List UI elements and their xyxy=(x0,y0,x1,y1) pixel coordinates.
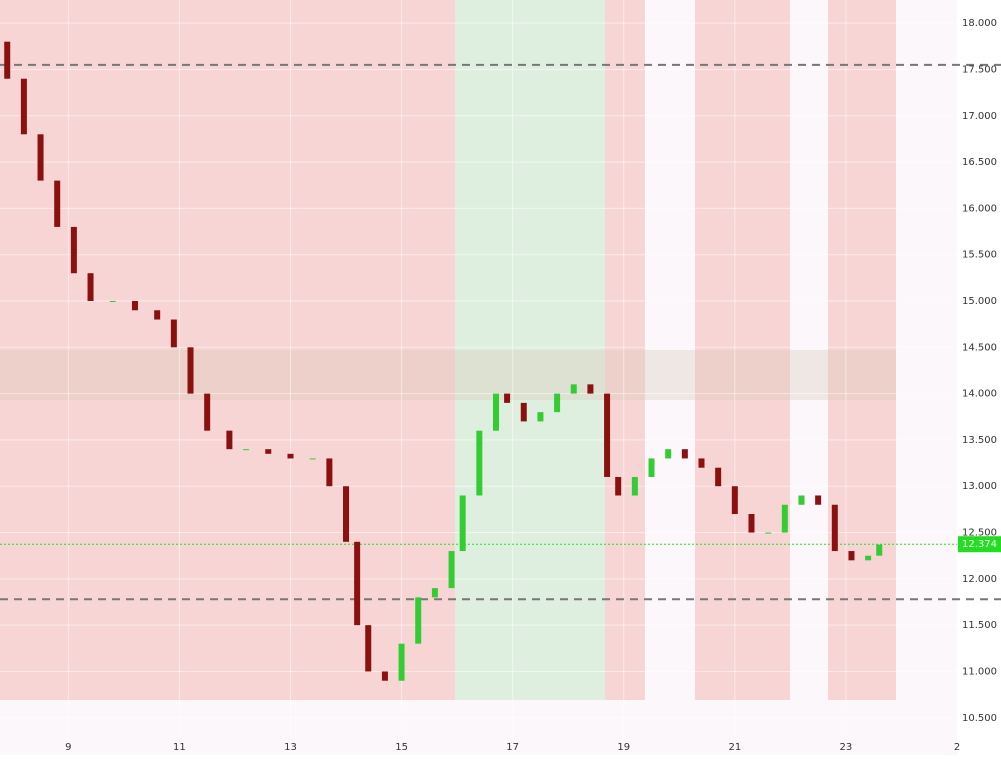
y-tick-label: 12.000 xyxy=(962,574,997,585)
candle-body xyxy=(226,430,233,450)
candle-body xyxy=(476,430,483,496)
candle-body xyxy=(365,625,372,672)
candle-body xyxy=(748,514,755,533)
x-tick-label: 17 xyxy=(506,742,519,753)
candle-body xyxy=(615,476,622,496)
candle-body xyxy=(70,226,77,274)
candle-body xyxy=(587,384,594,394)
candle-body xyxy=(265,449,272,454)
candle-body xyxy=(170,319,177,348)
y-tick-label: 14.500 xyxy=(962,342,997,353)
candle-body xyxy=(54,180,61,227)
x-tick-label: 23 xyxy=(840,742,853,753)
y-tick-label: 17.500 xyxy=(962,64,997,75)
candle-body xyxy=(604,393,611,477)
candle-body xyxy=(343,486,350,542)
price-axis xyxy=(957,0,1001,755)
x-tick-label: 2 xyxy=(954,742,960,753)
bearish-zone xyxy=(828,0,896,700)
candle-body xyxy=(731,486,738,515)
y-tick-label: 15.000 xyxy=(962,296,997,307)
grid xyxy=(0,63,1001,601)
candles xyxy=(4,41,883,681)
candle-body xyxy=(354,541,361,626)
y-tick-label: 14.000 xyxy=(962,389,997,400)
candle-body xyxy=(326,458,333,487)
range-band xyxy=(0,350,896,400)
x-tick-label: 9 xyxy=(65,742,71,753)
bearish-zone xyxy=(695,0,790,700)
candle-body xyxy=(504,393,511,403)
candle-body xyxy=(204,393,211,431)
candle-body xyxy=(492,393,499,431)
y-tick-label: 12.500 xyxy=(962,528,997,539)
candle-body xyxy=(398,643,405,681)
candle-body xyxy=(309,458,316,460)
x-tick-label: 15 xyxy=(395,742,408,753)
candle-body xyxy=(681,449,688,459)
candle-body xyxy=(154,310,161,320)
axis-labels: 10.500 11.000 11.500 12.000 12.500 13.000 13.5… xyxy=(65,18,1001,753)
candle-body xyxy=(87,273,94,302)
candle-body xyxy=(20,78,27,135)
y-tick-label: 15.500 xyxy=(962,250,997,261)
price-label: 12.374 xyxy=(962,539,997,550)
candle-body xyxy=(715,467,722,487)
candle-body xyxy=(131,301,138,311)
x-tick-label: 19 xyxy=(617,742,630,753)
price-badge xyxy=(958,536,1001,553)
candle-body xyxy=(781,504,788,533)
y-tick-label: 13.000 xyxy=(962,481,997,492)
y-tick-label: 18.000 xyxy=(962,18,997,29)
candle-body xyxy=(243,449,250,451)
candle-body xyxy=(4,41,11,79)
candle-body xyxy=(415,597,422,644)
x-tick-label: 11 xyxy=(173,742,186,753)
candle-body xyxy=(459,495,466,552)
x-tick-label: 13 xyxy=(284,742,297,753)
candle-body xyxy=(381,671,388,681)
candle-body xyxy=(431,588,438,598)
candle-body xyxy=(831,504,838,552)
candle-body xyxy=(520,402,527,422)
candle-body xyxy=(554,393,561,413)
bearish-zone xyxy=(605,0,645,700)
candle-body xyxy=(865,555,872,561)
candle-body xyxy=(848,551,855,561)
candle-body xyxy=(187,347,194,394)
candle-body xyxy=(537,412,544,422)
y-tick-label: 16.000 xyxy=(962,203,997,214)
y-tick-label: 11.500 xyxy=(962,620,997,631)
bearish-zone xyxy=(0,0,455,700)
candle-body xyxy=(798,495,805,505)
candle-body xyxy=(570,384,577,394)
candle-body xyxy=(648,458,655,477)
y-tick-label: 11.000 xyxy=(962,666,997,677)
bullish-zone xyxy=(455,0,605,700)
y-tick-label: 10.500 xyxy=(962,713,997,724)
candle-body xyxy=(109,301,116,303)
candle-body xyxy=(765,532,772,534)
candle-body xyxy=(37,134,44,181)
y-tick-label: 17.000 xyxy=(962,111,997,122)
candle-body xyxy=(665,449,672,459)
candle-body xyxy=(448,551,455,589)
candle-body xyxy=(815,495,822,505)
candle-body xyxy=(698,458,705,468)
candle-body xyxy=(876,544,883,556)
candle-body xyxy=(631,476,638,496)
x-tick-label: 21 xyxy=(728,742,741,753)
y-tick-label: 13.500 xyxy=(962,435,997,446)
y-tick-label: 16.500 xyxy=(962,157,997,168)
candle-body xyxy=(287,453,294,459)
